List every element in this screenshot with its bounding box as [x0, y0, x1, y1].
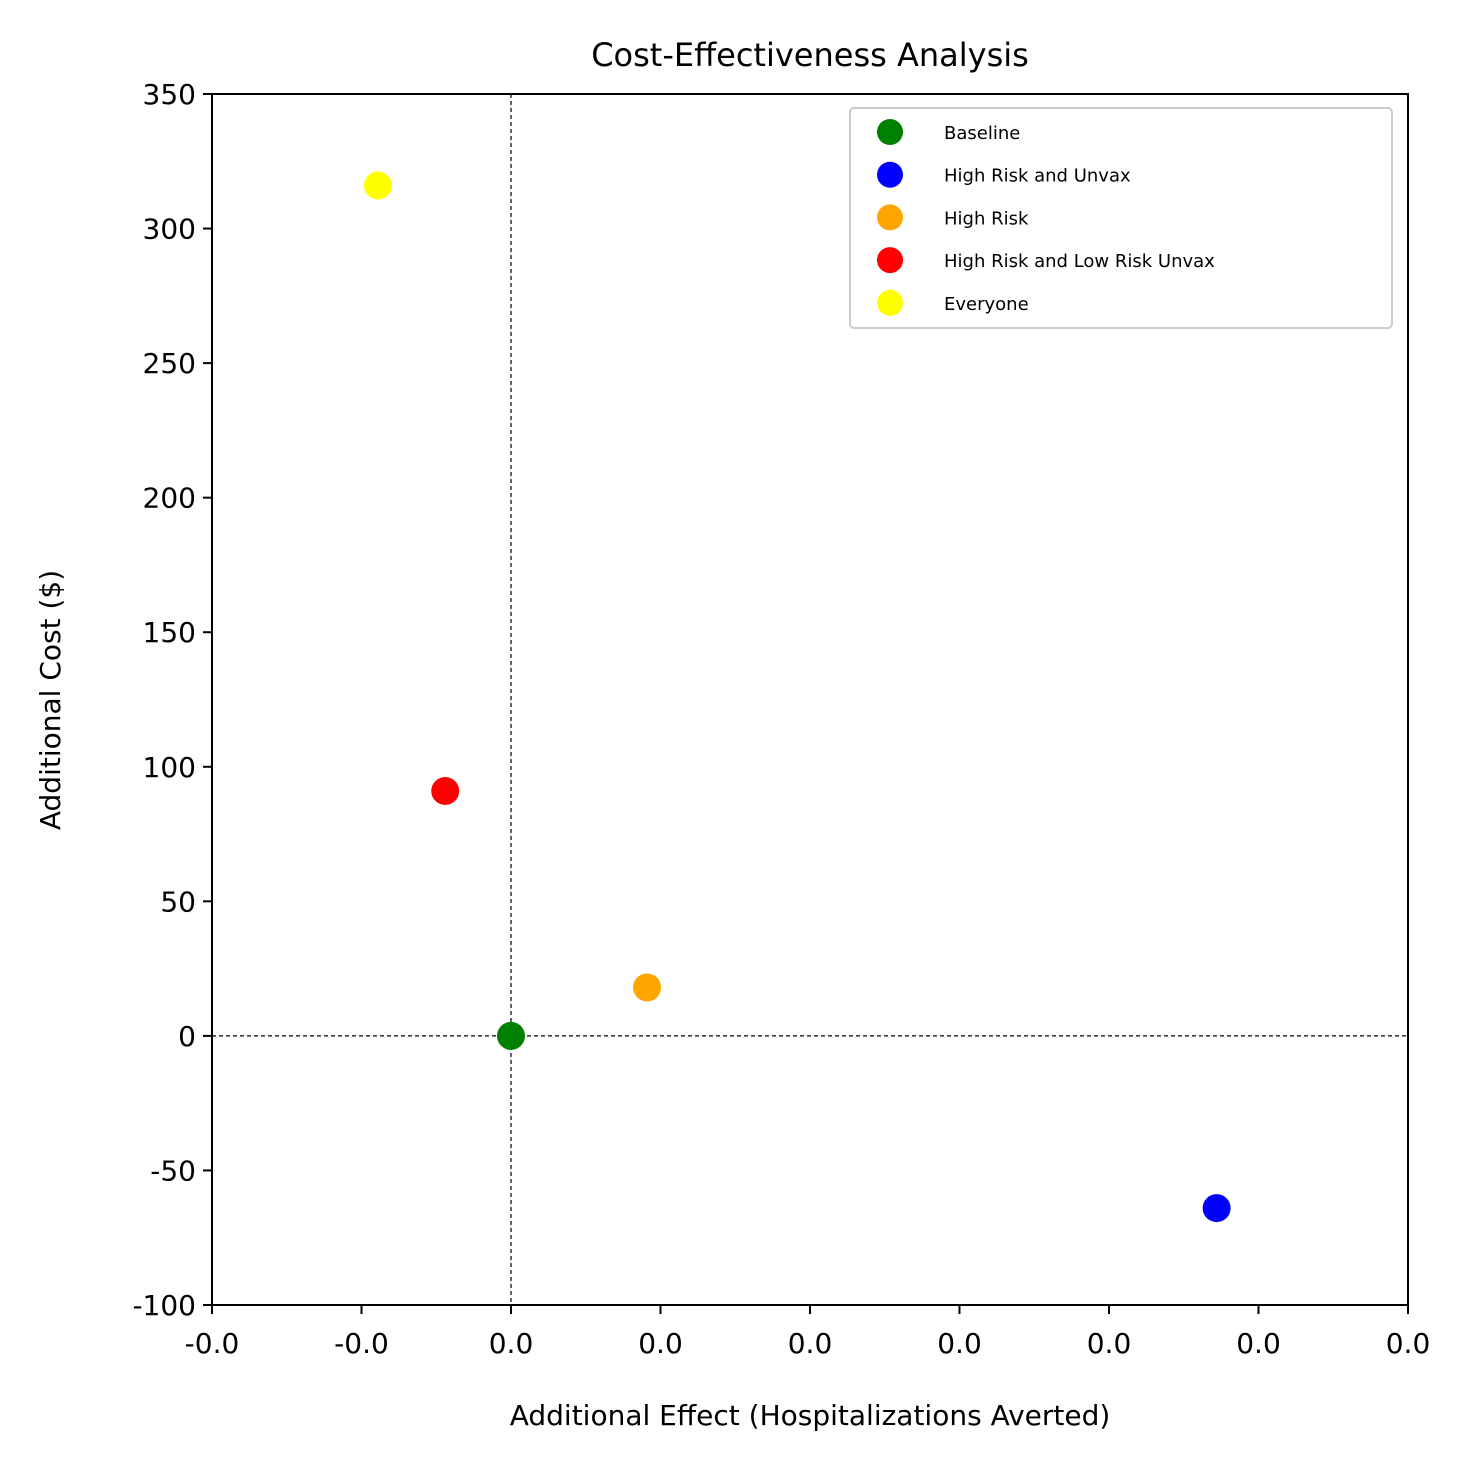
x-tick-label: 0.0 [1236, 1327, 1281, 1360]
y-axis: -100 -50 0 50 100 150 200 250 300 350 [132, 78, 212, 1322]
scatter-point-2-0 [633, 973, 662, 1002]
legend-marker-0 [877, 119, 903, 145]
legend-frame [849, 107, 1393, 329]
y-tick-label: -100 [132, 1289, 196, 1322]
legend-marker-1 [877, 161, 903, 188]
y-tick-label: 300 [143, 213, 196, 246]
legend-label-4: Everyone [944, 294, 1029, 315]
y-tick-label: 150 [143, 616, 196, 649]
y-tick-label: -50 [150, 1154, 196, 1187]
legend-marker-4 [877, 289, 903, 316]
x-axis: -0.0 -0.0 0.0 0.0 0.0 0.0 0.0 0.0 0.0 [185, 1305, 1431, 1360]
y-tick-label: 100 [143, 751, 196, 784]
x-tick-label: 0.0 [937, 1327, 982, 1360]
y-tick-label: 250 [143, 347, 196, 380]
y-tick-label: 0 [178, 1020, 196, 1053]
plot-area [212, 94, 1408, 1305]
legend-label-0: Baseline [944, 123, 1020, 144]
x-tick-label: 0.0 [788, 1327, 833, 1360]
legend-label-1: High Risk and Unvax [944, 166, 1131, 187]
legend: Baseline High Risk and Unvax High Risk High… [849, 107, 1393, 329]
chart-title: Cost-Effectiveness Analysis [591, 36, 1029, 74]
x-tick-label: 0.0 [1386, 1327, 1431, 1360]
y-tick-label: 200 [143, 482, 196, 515]
legend-label-2: High Risk [944, 208, 1029, 229]
x-tick-label: 0.0 [638, 1327, 683, 1360]
y-tick-label: 50 [160, 885, 196, 918]
scatter-point-0-0 [497, 1021, 525, 1050]
legend-marker-2 [877, 204, 903, 231]
x-axis-label: Additional Effect (Hospitalizations Aver… [510, 1399, 1111, 1432]
scatter-point-3-0 [431, 776, 460, 805]
x-tick-label: -0.0 [334, 1327, 389, 1360]
x-tick-label: 0.0 [1087, 1327, 1132, 1360]
legend-marker-3 [877, 247, 903, 274]
x-tick-label: -0.0 [185, 1327, 240, 1360]
scatter-point-1-0 [1202, 1194, 1231, 1223]
legend-label-3: High Risk and Low Risk Unvax [944, 251, 1215, 272]
y-axis-label: Additional Cost ($) [34, 570, 67, 830]
x-tick-label: 0.0 [489, 1327, 534, 1360]
y-tick-label: 350 [143, 78, 196, 111]
scatter-point-4-0 [363, 171, 392, 200]
